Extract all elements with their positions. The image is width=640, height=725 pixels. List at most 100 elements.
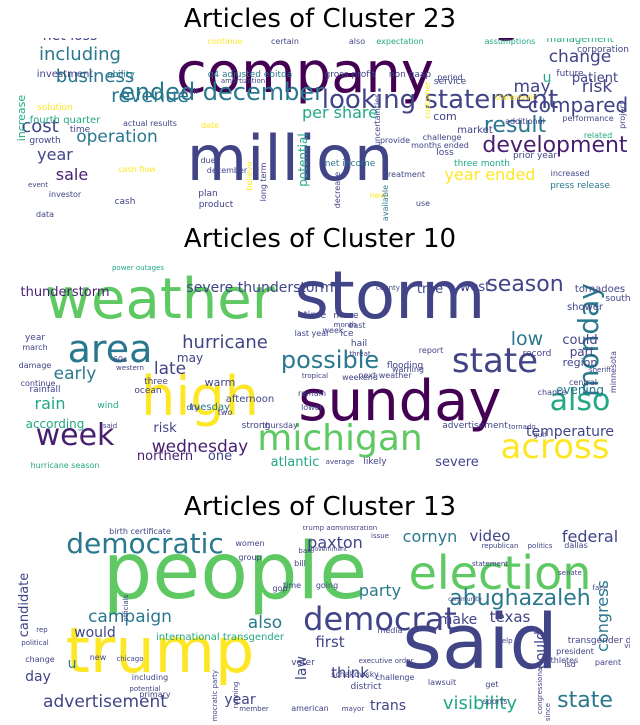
word-west: west xyxy=(460,280,491,295)
word-per-share: per share xyxy=(302,103,378,122)
word-rainfall: rainfall xyxy=(29,385,60,395)
word-shower: shower xyxy=(567,302,604,313)
word-political: political xyxy=(21,639,48,647)
word-cash-flow: cash flow xyxy=(118,165,156,174)
word-weather: weather xyxy=(45,267,275,332)
word-government: government xyxy=(311,546,348,553)
word-development: development xyxy=(482,133,628,158)
word-gross-profit: gross profit xyxy=(325,70,376,80)
word-voter: voter xyxy=(291,658,315,668)
word-get: get xyxy=(485,680,498,689)
word-continue: continue xyxy=(208,38,243,46)
word-issue: issue xyxy=(371,532,389,540)
word-challenge: challenge xyxy=(423,133,462,142)
word-two: two xyxy=(218,408,233,417)
word-q4-adjusted-ebitda: q4 adjusted ebitda xyxy=(208,70,293,80)
word-year: year xyxy=(25,333,45,343)
word-week: week xyxy=(322,326,343,335)
word-statement: statement xyxy=(494,93,535,102)
word-international-transgender: international transgender xyxy=(156,632,285,643)
word-march: march xyxy=(22,343,47,352)
word-rain: rain xyxy=(35,394,66,413)
word-tree: tree xyxy=(417,282,443,297)
word-sports: sports xyxy=(483,697,508,706)
word-likely: likely xyxy=(363,457,387,467)
word-date: date xyxy=(201,121,219,130)
word-year: year xyxy=(224,692,255,708)
word-threat: threat xyxy=(349,350,371,358)
word-district: district xyxy=(350,682,382,692)
word-possible: possible xyxy=(281,346,379,374)
word-certain: certain xyxy=(271,38,299,46)
word-net-income: net income xyxy=(325,159,376,169)
word-lawsuit: lawsuit xyxy=(428,678,456,687)
word-change: change xyxy=(549,47,612,67)
word-product: product xyxy=(199,200,234,210)
word-running: running xyxy=(232,681,240,708)
word-schakowsky: schakowsky xyxy=(331,670,379,679)
word-congress: congress xyxy=(593,580,612,652)
cluster-10-panel: Articles of Cluster 10 xyxy=(10,224,630,478)
word-months-ended: months ended xyxy=(411,141,469,150)
word-uncertainties: uncertainties xyxy=(373,94,382,147)
word-event: event xyxy=(28,181,48,189)
word-late: late xyxy=(154,359,186,379)
word-expectation: expectation xyxy=(376,38,423,46)
word-gop: gop xyxy=(272,584,287,593)
word-lower: lower xyxy=(301,403,324,412)
word-cash: cash xyxy=(115,197,136,207)
word-plan: plan xyxy=(198,189,217,199)
word-long-term: long term xyxy=(259,162,268,201)
word-people: people xyxy=(103,527,367,617)
word-year-ended: year ended xyxy=(445,165,536,184)
word-u: u xyxy=(68,656,77,672)
word-low: low xyxy=(511,328,543,350)
word-actual-results: actual results xyxy=(123,119,177,128)
word-birth-certificate: birth certificate xyxy=(109,527,171,536)
word-also: also xyxy=(248,613,282,633)
word-temperature: temperature xyxy=(526,424,614,440)
word-management: management xyxy=(547,38,614,45)
word-would: would xyxy=(74,625,116,641)
word-high: high xyxy=(141,365,259,428)
word-provide: provide xyxy=(380,136,410,145)
word-may: may xyxy=(513,77,550,97)
word-wind: wind xyxy=(97,401,118,411)
word-potential: potential xyxy=(129,685,160,693)
word-report: report xyxy=(419,346,443,355)
word-also: also xyxy=(349,38,365,46)
word-rep: rep xyxy=(36,626,48,634)
word-senate: senate xyxy=(558,569,582,577)
word-ability: ability xyxy=(107,70,135,80)
word-performance: performance xyxy=(562,114,613,123)
word-related: related xyxy=(584,131,612,140)
word-parent: parent xyxy=(595,658,621,667)
word-democrat: democrat xyxy=(303,600,457,638)
word-also: also xyxy=(550,383,611,418)
word-ended-december: ended december xyxy=(120,78,324,106)
word-market: market xyxy=(457,125,493,136)
word-tropical: tropical xyxy=(302,372,328,380)
word-federal: federal xyxy=(562,527,618,546)
word-warm: warm xyxy=(205,376,236,389)
word-early: early xyxy=(54,364,97,384)
word-three-month: three month xyxy=(454,159,510,169)
word-corporation: corporation xyxy=(577,45,629,55)
word-forward-looking: forward looking xyxy=(179,38,521,43)
word-officials: officials xyxy=(122,594,130,621)
word-tornadoes: tornadoes xyxy=(575,284,625,295)
word-said: said xyxy=(103,422,117,430)
word-minnesota: minnesota xyxy=(609,351,618,393)
cluster-10-wordcloud: stormweathersundayhighareamichiganstatea… xyxy=(19,260,630,470)
word-customer: customer xyxy=(423,80,432,118)
word-result: result xyxy=(484,113,547,138)
word-going: going xyxy=(316,581,338,590)
word-damage: damage xyxy=(19,361,52,370)
word-video: video xyxy=(470,527,511,545)
word-trump-administration: trump administration xyxy=(303,526,377,532)
word-one: one xyxy=(208,449,232,464)
word-state: state xyxy=(452,341,538,381)
word-ice: ice xyxy=(341,329,354,339)
cluster-23-panel: Articles of Cluster 23 million companyfor… xyxy=(10,0,630,230)
word-michigan: michigan xyxy=(257,418,422,459)
